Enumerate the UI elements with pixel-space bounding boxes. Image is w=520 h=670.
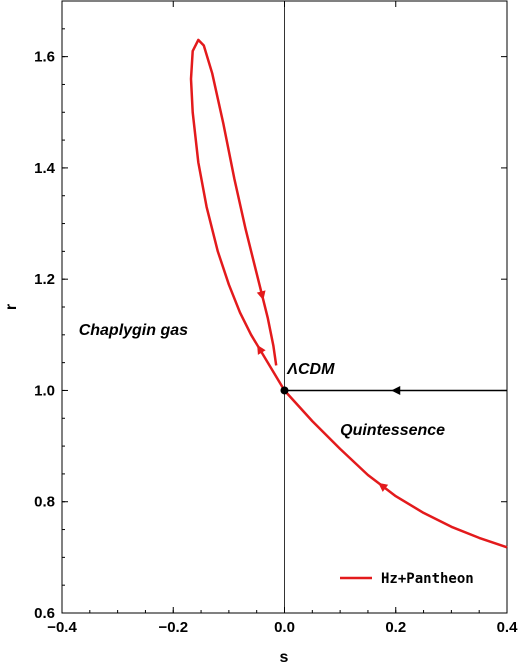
y-tick-label: 1.0 — [34, 382, 55, 399]
trajectory-line — [189, 38, 508, 549]
legend-label: Hz+Pantheon — [381, 571, 474, 587]
region-annotation: ΛCDM — [286, 361, 335, 378]
legend: Hz+Pantheon — [340, 571, 474, 587]
region-annotation: Quintessence — [340, 422, 445, 439]
y-tick-label: 0.8 — [34, 494, 55, 511]
direction-arrow — [256, 290, 266, 301]
direction-arrow — [378, 482, 389, 492]
y-tick-label: 0.6 — [34, 605, 55, 622]
x-axis-label: s — [280, 649, 289, 666]
direction-arrow — [257, 344, 266, 355]
y-tick-label: 1.2 — [34, 271, 55, 288]
y-axis-label: r — [3, 304, 20, 310]
y-tick-label: 1.4 — [34, 160, 56, 177]
x-tick-label: 0.4 — [497, 619, 519, 636]
region-annotation: Chaplygin gas — [79, 322, 188, 339]
x-tick-label: −0.4 — [47, 619, 77, 636]
x-tick-label: −0.2 — [158, 619, 188, 636]
y-tick-label: 1.6 — [34, 49, 55, 66]
lcdm-point — [280, 386, 289, 395]
x-tick-label: 0.2 — [385, 619, 406, 636]
x-tick-label: 0.0 — [274, 619, 295, 636]
direction-arrow — [391, 385, 401, 395]
